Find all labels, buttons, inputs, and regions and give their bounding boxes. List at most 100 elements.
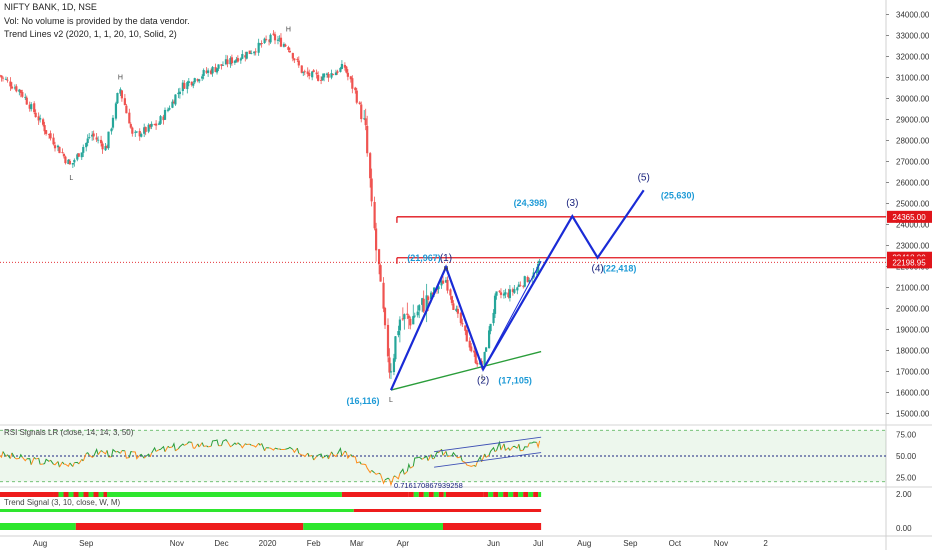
candle (325, 72, 329, 78)
candle-body (236, 58, 239, 62)
rsi-segment (316, 453, 324, 459)
candle (125, 103, 128, 114)
candle-body (111, 117, 115, 128)
candle-body (493, 295, 497, 314)
candle (383, 306, 387, 330)
candle-body (406, 313, 409, 315)
candle (306, 67, 309, 78)
inner-trendline (390, 266, 447, 391)
candle (272, 30, 275, 36)
candle-body (114, 103, 118, 119)
candle (241, 50, 244, 60)
candle-body (498, 290, 501, 292)
rsi-segment (488, 446, 496, 456)
candle-body (192, 83, 195, 86)
candle-body (267, 40, 271, 42)
rsi-segment (9, 452, 13, 459)
candle-body (245, 51, 248, 59)
candle (322, 72, 326, 82)
trendlines-indicator-label: Trend Lines v2 (2020, 1, 1, 20, 10, Soli… (4, 29, 177, 39)
rsi-segment (169, 446, 173, 449)
signal-segment (443, 523, 542, 530)
rsi-tick-label: 75.00 (896, 431, 917, 440)
candle (97, 136, 100, 144)
candle-body (162, 116, 165, 121)
candle-body (253, 51, 256, 54)
candle (422, 290, 425, 313)
rsi-segment (35, 457, 39, 460)
candle (370, 168, 373, 207)
candle (104, 142, 107, 151)
candle-body (523, 276, 526, 287)
candle-body (215, 68, 219, 73)
candle-body (138, 130, 141, 137)
wave-label: (1) (440, 253, 452, 264)
rsi-segment (445, 451, 448, 457)
candle (398, 316, 401, 343)
candle-body (86, 138, 89, 143)
candle-body (425, 295, 428, 312)
rsi-segment (527, 442, 530, 448)
candle (296, 57, 299, 62)
wave-price-label: (25,630) (661, 190, 695, 200)
candle (6, 77, 9, 83)
candle-body (407, 315, 410, 319)
candle-body (229, 58, 232, 65)
rsi-segment (227, 441, 233, 448)
candle (358, 101, 361, 105)
candle-body (82, 146, 85, 153)
candle (416, 305, 419, 318)
rsi-segment (74, 461, 80, 465)
candle (379, 263, 382, 282)
rsi-segment (231, 442, 237, 447)
candle-body (288, 50, 291, 53)
candle-body (431, 293, 434, 295)
rsi-segment (456, 456, 462, 459)
candle-body (468, 340, 471, 348)
candle (345, 65, 348, 74)
candle (397, 325, 400, 338)
candle-body (18, 89, 21, 92)
candle (19, 89, 22, 98)
rsi-segment (399, 468, 405, 475)
candle (526, 275, 529, 283)
candle-body (73, 159, 76, 163)
candle (452, 300, 455, 311)
candle (535, 266, 538, 276)
candle (21, 89, 24, 98)
candle-body (91, 134, 94, 137)
candle (77, 152, 80, 158)
candle (131, 126, 134, 137)
candle (24, 93, 27, 101)
rsi-segment (21, 456, 28, 462)
candle-body (248, 50, 251, 54)
candle (220, 64, 223, 70)
candle-body (440, 280, 443, 286)
candle-body (340, 63, 344, 69)
candle-body (183, 83, 186, 89)
candle-body (233, 60, 236, 63)
rsi-segment (403, 471, 408, 475)
candle (468, 337, 471, 351)
candle-body (450, 296, 454, 303)
candle-body (214, 67, 217, 72)
candle (522, 285, 525, 289)
candle-body (303, 71, 306, 73)
wave-price-label: (16,116) (346, 396, 379, 406)
candle-body (235, 59, 238, 62)
candle-body (422, 298, 425, 312)
candle (13, 84, 16, 90)
candle-body (44, 130, 48, 134)
rsi-segment (337, 446, 343, 457)
time-tick-label: 2 (763, 539, 768, 548)
candle-body (538, 261, 541, 264)
candle (351, 75, 354, 94)
candle-body (388, 357, 391, 373)
candle-body (473, 350, 476, 353)
candle (221, 61, 225, 66)
candle-body (68, 160, 71, 165)
candle-body (172, 101, 176, 104)
candle-body (52, 137, 55, 145)
candle (214, 63, 217, 73)
